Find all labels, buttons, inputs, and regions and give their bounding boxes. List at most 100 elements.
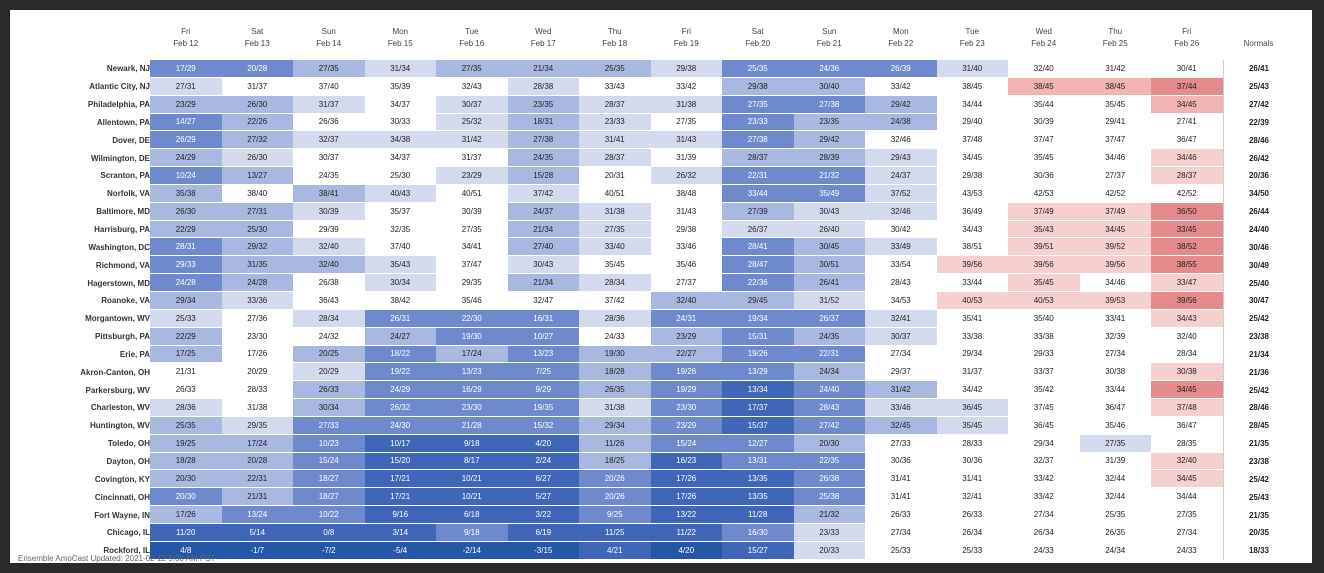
column-weekday: Mon bbox=[392, 27, 409, 36]
heatmap-cell: 23/29 bbox=[150, 95, 222, 114]
heatmap-cell: 31/52 bbox=[793, 291, 865, 310]
heatmap-cell: 28/39 bbox=[793, 149, 865, 168]
heatmap-cell: 28/33 bbox=[221, 381, 293, 400]
heatmap-cell: 17/25 bbox=[150, 345, 222, 364]
heatmap-cell: 15/31 bbox=[722, 327, 794, 346]
normal-value: 28/45 bbox=[1222, 416, 1295, 435]
heatmap-cell: 26/34 bbox=[1008, 523, 1080, 542]
heatmap-cell: 13/35 bbox=[722, 488, 794, 507]
heatmap-cell: 27/38 bbox=[722, 131, 794, 150]
heatmap-cell: 35/40 bbox=[1008, 309, 1080, 328]
city-label: Morgantown, WV bbox=[85, 314, 150, 324]
heatmap-cell: 33/40 bbox=[579, 238, 651, 257]
heatmap-cell: 24/35 bbox=[793, 327, 865, 346]
column-weekday: Thu bbox=[1108, 27, 1123, 36]
column-weekday: Fri bbox=[181, 27, 191, 36]
heatmap-cell: 26/33 bbox=[936, 506, 1008, 524]
city-label: Charleston, WV bbox=[90, 403, 150, 413]
heatmap-cell: 23/29 bbox=[650, 327, 722, 346]
footer-credit: Ensemble AmoCast Updated: 2021-02-12 5:0… bbox=[18, 554, 216, 563]
heatmap-cell: 28/33 bbox=[936, 434, 1008, 453]
heatmap-cell: 32/45 bbox=[865, 416, 937, 435]
table-row: Harrisburg, PA 22/29 25/30 29/39 32/35 27/35 2… bbox=[10, 220, 1295, 239]
column-header: Wed Feb 24 bbox=[1008, 26, 1080, 60]
heatmap-cell: 29/32 bbox=[221, 238, 293, 257]
heatmap-cell: 11/28 bbox=[722, 506, 794, 524]
heatmap-cell: 31/43 bbox=[650, 202, 722, 221]
heatmap-cell: 30/33 bbox=[364, 113, 436, 132]
table-row: Fort Wayne, IN 17/26 13/24 10/22 9/16 6/18 3/2… bbox=[10, 506, 1295, 524]
heatmap-cell: 10/23 bbox=[293, 434, 365, 453]
heatmap-cell: 30/36 bbox=[936, 452, 1008, 471]
heatmap-cell: 24/40 bbox=[793, 381, 865, 400]
heatmap-cell: 33/42 bbox=[1008, 470, 1080, 489]
heatmap-cell: 33/42 bbox=[865, 77, 937, 96]
heatmap-cell: 22/30 bbox=[436, 309, 508, 328]
normal-value: 25/43 bbox=[1222, 488, 1295, 507]
heatmap-cell: 27/34 bbox=[865, 345, 937, 364]
heatmap-cell: 28/36 bbox=[150, 399, 222, 417]
heatmap-cell: 30/39 bbox=[436, 202, 508, 221]
heatmap-cell: 4/20 bbox=[650, 541, 722, 560]
heatmap-cell: 27/41 bbox=[1151, 113, 1223, 132]
heatmap-cell: 19/26 bbox=[722, 345, 794, 364]
heatmap-cell: 23/29 bbox=[650, 416, 722, 435]
heatmap-cell: 23/33 bbox=[793, 523, 865, 542]
heatmap-cell: 20/31 bbox=[579, 167, 651, 185]
heatmap-cell: 26/40 bbox=[793, 220, 865, 239]
heatmap-cell: 34/46 bbox=[1079, 149, 1151, 168]
heatmap-cell: 15/27 bbox=[722, 541, 794, 560]
heatmap-cell: 33/49 bbox=[865, 238, 937, 257]
heatmap-cell: 27/38 bbox=[793, 95, 865, 114]
table-row: Dover, DE 26/29 27/32 32/37 34/38 31/42 27/38 3… bbox=[10, 131, 1295, 150]
table-row: Chicago, IL 11/20 5/14 0/8 3/14 9/18 6/19 11/25… bbox=[10, 523, 1295, 542]
heatmap-cell: 25/38 bbox=[793, 488, 865, 507]
normal-value: 23/38 bbox=[1222, 327, 1295, 346]
heatmap-cell: 26/33 bbox=[293, 381, 365, 400]
heatmap-cell: 20/29 bbox=[221, 363, 293, 382]
heatmap-cell: 32/44 bbox=[1079, 488, 1151, 507]
heatmap-cell: 28/34 bbox=[293, 309, 365, 328]
column-date: Feb 19 bbox=[673, 39, 699, 48]
normal-value: 20/36 bbox=[1222, 167, 1295, 185]
heatmap-cell: 5/27 bbox=[507, 488, 579, 507]
column-date: Feb 24 bbox=[1031, 39, 1057, 48]
heatmap-cell: 17/29 bbox=[150, 60, 222, 78]
column-weekday: Sat bbox=[251, 27, 264, 36]
heatmap-cell: 28/37 bbox=[579, 95, 651, 114]
heatmap-cell: 35/45 bbox=[1008, 274, 1080, 292]
table-row: Charleston, WV 28/36 31/38 30/34 26/32 23/30 1… bbox=[10, 399, 1295, 417]
heatmap-cell: 18/28 bbox=[579, 363, 651, 382]
heatmap-cell: 26/32 bbox=[364, 399, 436, 417]
heatmap-cell: 26/30 bbox=[221, 95, 293, 114]
heatmap-cell: 14/27 bbox=[150, 113, 222, 132]
heatmap-cell: 29/38 bbox=[650, 60, 722, 78]
heatmap-cell: 34/45 bbox=[1151, 95, 1223, 114]
column-weekday: Mon bbox=[892, 27, 909, 36]
normal-value: 21/35 bbox=[1222, 506, 1295, 524]
heatmap-cell: 22/26 bbox=[221, 113, 293, 132]
heatmap-cell: 37/45 bbox=[1008, 399, 1080, 417]
heatmap-cell: 28/34 bbox=[579, 274, 651, 292]
heatmap-cell: 28/43 bbox=[793, 399, 865, 417]
heatmap-cell: 13/31 bbox=[722, 452, 794, 471]
column-header: Thu Feb 25 bbox=[1080, 26, 1152, 60]
temperature-heatmap: Fri Feb 12 Sat Feb 13 Sun Feb 14 Mon Feb 15 Tue F… bbox=[10, 26, 1295, 560]
heatmap-cell: 39/53 bbox=[1079, 291, 1151, 310]
table-row: Baltimore, MD 26/30 27/31 30/39 35/37 30/39 24… bbox=[10, 202, 1295, 221]
heatmap-cell: 31/41 bbox=[579, 131, 651, 150]
city-label: Washington, DC bbox=[88, 242, 150, 252]
heatmap-cell: 26/30 bbox=[150, 202, 222, 221]
heatmap-cell: 37/47 bbox=[436, 256, 508, 275]
heatmap-cell: 35/45 bbox=[579, 256, 651, 275]
city-label: Pittsburgh, PA bbox=[95, 332, 150, 342]
city-label: Fort Wayne, IN bbox=[94, 510, 150, 520]
heatmap-cell: 34/46 bbox=[1079, 274, 1151, 292]
heatmap-cell: 19/30 bbox=[579, 345, 651, 364]
table-row: Hagerstown, MD 24/28 24/28 26/38 30/34 29/35 2… bbox=[10, 274, 1295, 292]
heatmap-cell: 31/38 bbox=[579, 202, 651, 221]
heatmap-cell: 20/29 bbox=[293, 363, 365, 382]
heatmap-cell: 25/30 bbox=[221, 220, 293, 239]
heatmap-cell: 32/37 bbox=[293, 131, 365, 150]
table-row: Washington, DC 28/31 29/32 32/40 37/40 34/41 2… bbox=[10, 238, 1295, 257]
